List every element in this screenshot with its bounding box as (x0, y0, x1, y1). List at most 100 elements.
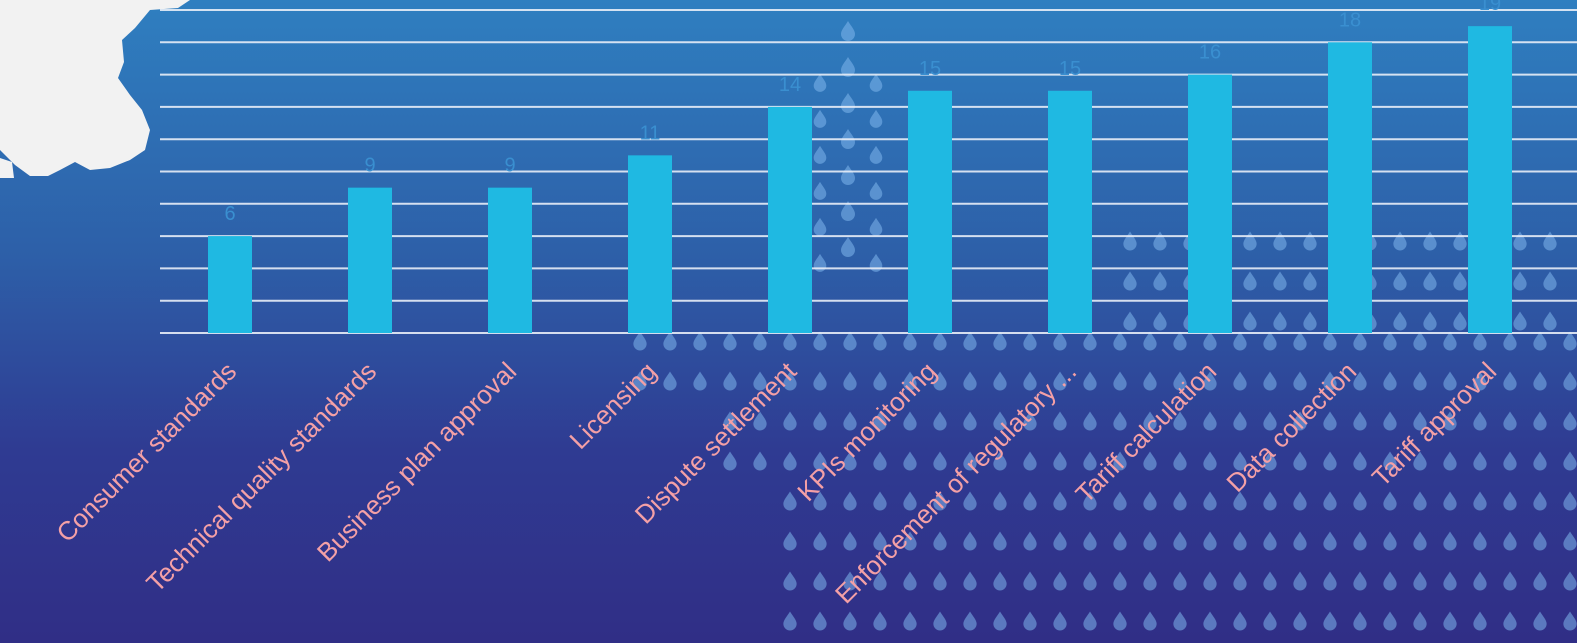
water-drop-icon (841, 93, 855, 113)
water-drop-icon (1503, 371, 1517, 391)
bar (1048, 90, 1092, 333)
water-drop-icon (813, 109, 827, 128)
data-label: 6 (224, 203, 235, 225)
water-drop-icon (633, 331, 647, 351)
water-drop-icon (1323, 331, 1337, 351)
water-drop-icon (1053, 331, 1067, 351)
water-drop-icon (1123, 231, 1137, 251)
water-drop-icon (1113, 571, 1127, 591)
water-drop-icon (903, 491, 917, 511)
water-drop-icon (1563, 371, 1577, 391)
water-drop-icon (1413, 611, 1427, 631)
water-drop-icon (1113, 411, 1127, 431)
water-drop-icon (1503, 491, 1517, 511)
water-drop-icon (1113, 371, 1127, 391)
water-drop-icon (783, 611, 797, 631)
water-drop-icon (1383, 611, 1397, 631)
water-drop-icon (1153, 311, 1167, 331)
water-drop-icon (993, 451, 1007, 471)
bar (1188, 74, 1232, 333)
water-drop-icon (1473, 331, 1487, 351)
water-drop-icon (933, 491, 947, 511)
map-silhouette-icon (0, 0, 190, 176)
water-drop-icon (1053, 491, 1067, 511)
water-drop-icon (1113, 491, 1127, 511)
water-drop-icon (813, 73, 827, 92)
water-drop-icon (873, 571, 887, 591)
water-drop-icon (1473, 371, 1487, 391)
water-drop-icon (1263, 451, 1277, 471)
water-drop-icon (1353, 451, 1367, 471)
water-drop-icon (1303, 231, 1317, 251)
water-drop-icon (813, 145, 827, 164)
water-drop-icon (1203, 451, 1217, 471)
water-drop-icon (813, 571, 827, 591)
water-drop-icon (783, 491, 797, 511)
water-drop-icon (841, 237, 855, 257)
water-drop-icon (1533, 451, 1547, 471)
water-drop-icon (753, 371, 767, 391)
water-drop-icon (873, 611, 887, 631)
water-drop-icon (663, 331, 677, 351)
water-drop-icon (1083, 531, 1097, 551)
water-drop-icon (1473, 411, 1487, 431)
bar (1328, 42, 1372, 334)
water-drop-icon (903, 411, 917, 431)
water-drop-icon (1413, 411, 1427, 431)
water-drop-icon (1443, 611, 1457, 631)
water-drop-icon (933, 531, 947, 551)
water-drop-icon (1503, 571, 1517, 591)
water-drop-icon (723, 331, 737, 351)
water-drop-icon (963, 371, 977, 391)
water-drop-icon (783, 571, 797, 591)
x-tick-label: Enforcement of regulatory ... (829, 356, 1082, 609)
water-drop-icon (869, 217, 883, 236)
water-drop-icon (1083, 451, 1097, 471)
water-drop-icon (783, 451, 797, 471)
water-drop-icon (873, 371, 887, 391)
water-drop-icon (813, 331, 827, 351)
water-drop-icon (873, 411, 887, 431)
water-drop-icon (843, 611, 857, 631)
water-drop-icon (1473, 531, 1487, 551)
water-drop-icon (903, 571, 917, 591)
water-drop-icon (1263, 411, 1277, 431)
water-drop-icon (753, 411, 767, 431)
water-drop-icon (1453, 271, 1467, 291)
water-drop-icon (1243, 311, 1257, 331)
water-drop-icon (1353, 331, 1367, 351)
water-drop-icon (869, 73, 883, 92)
water-drop-icon (1503, 611, 1517, 631)
water-drop-icon (753, 331, 767, 351)
water-drop-icon (1233, 331, 1247, 351)
water-drop-icon (813, 217, 827, 236)
water-drop-icon (813, 371, 827, 391)
water-drop-icon (1173, 491, 1187, 511)
bar (208, 236, 252, 333)
water-drop-icon (1413, 451, 1427, 471)
water-drop-icon (1263, 331, 1277, 351)
water-drop-icon (1233, 531, 1247, 551)
water-drop-icon (873, 331, 887, 351)
water-drop-icon (813, 611, 827, 631)
bar (768, 106, 812, 334)
bar (348, 187, 392, 333)
water-drop-icon (1503, 411, 1517, 431)
water-drop-icon (813, 491, 827, 511)
water-drop-icon (1263, 531, 1277, 551)
water-drop-icon (1513, 311, 1527, 331)
water-drop-icon (1413, 491, 1427, 511)
water-drop-icon (993, 411, 1007, 431)
water-drop-icon (1443, 411, 1457, 431)
water-drop-icon (1203, 371, 1217, 391)
water-drop-icon (1143, 531, 1157, 551)
water-drop-icon (843, 371, 857, 391)
water-drop-icon (1023, 411, 1037, 431)
water-drop-icon (903, 611, 917, 631)
water-drop-icon (933, 451, 947, 471)
water-drop-icon (1533, 411, 1547, 431)
water-drop-icon (1413, 331, 1427, 351)
